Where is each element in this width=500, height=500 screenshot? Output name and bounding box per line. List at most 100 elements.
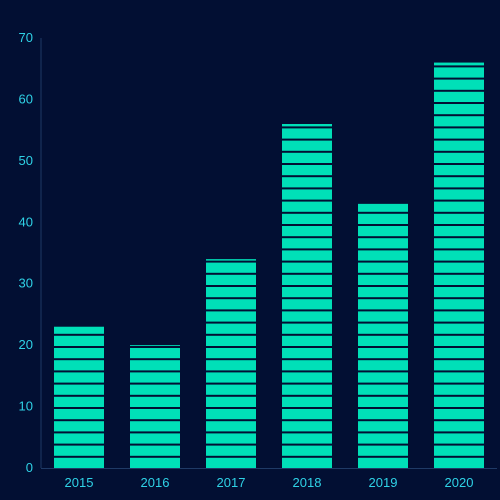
bar-segment: [358, 409, 408, 420]
bar-segment: [282, 201, 332, 212]
y-tick-label: 0: [26, 460, 33, 475]
y-tick-label: 70: [19, 30, 33, 45]
bar-segment: [206, 323, 256, 334]
bar-segment: [282, 457, 332, 468]
bar-segment: [358, 348, 408, 359]
bar-segment: [54, 396, 104, 407]
bar-segment: [282, 274, 332, 285]
bar-segment: [282, 299, 332, 310]
bar-segment: [206, 445, 256, 456]
bar-segment: [434, 201, 484, 212]
bar-segment: [54, 457, 104, 468]
bar-segment: [54, 421, 104, 432]
bars-group: [54, 62, 484, 468]
bar-segment: [282, 287, 332, 298]
bar-segment: [130, 409, 180, 420]
bar-segment: [358, 396, 408, 407]
y-tick-label: 30: [19, 276, 33, 291]
bar-segment: [54, 348, 104, 359]
bar-segment: [358, 203, 408, 212]
bar-segment: [434, 177, 484, 188]
bar-segment: [54, 384, 104, 395]
bar-segment: [206, 421, 256, 432]
bar-2018: [282, 124, 332, 468]
bar-segment: [130, 345, 180, 346]
bar-segment: [206, 372, 256, 383]
bar-segment: [130, 421, 180, 432]
bar-segment: [54, 335, 104, 346]
bar-segment: [358, 311, 408, 322]
bar-segment: [358, 433, 408, 444]
bar-segment: [130, 384, 180, 395]
x-tick-label-2017: 2017: [217, 475, 246, 490]
bar-segment: [282, 177, 332, 188]
bar-segment: [282, 433, 332, 444]
bar-segment: [434, 421, 484, 432]
bar-segment: [206, 299, 256, 310]
bar-segment: [434, 348, 484, 359]
bar-segment: [434, 457, 484, 468]
bar-segment: [130, 445, 180, 456]
bar-segment: [434, 372, 484, 383]
bar-segment: [434, 299, 484, 310]
bar-segment: [282, 409, 332, 420]
bar-segment: [282, 226, 332, 237]
bar-segment: [282, 323, 332, 334]
bar-segment: [54, 326, 104, 334]
bar-segment: [54, 433, 104, 444]
bar-segment: [358, 262, 408, 273]
bar-segment: [358, 287, 408, 298]
y-axis: 0 10 20 30 40 50 60 70: [19, 30, 42, 475]
bar-2020: [434, 62, 484, 468]
bar-segment: [358, 274, 408, 285]
bar-segment: [434, 433, 484, 444]
bar-segment: [54, 409, 104, 420]
bar-segment: [434, 311, 484, 322]
bar-segment: [54, 372, 104, 383]
y-tick-label: 10: [19, 399, 33, 414]
bar-segment: [130, 433, 180, 444]
bar-segment: [434, 323, 484, 334]
bar-segment: [130, 457, 180, 468]
bar-segment: [206, 259, 256, 261]
bar-segment: [434, 213, 484, 224]
bar-segment: [206, 274, 256, 285]
x-tick-label-2015: 2015: [65, 475, 94, 490]
bar-segment: [282, 360, 332, 371]
bar-segment: [282, 262, 332, 273]
bar-segment: [282, 238, 332, 249]
x-axis: 2015 2016 2017 2018 2019 2020: [41, 468, 497, 490]
bar-segment: [434, 396, 484, 407]
bar-segment: [434, 335, 484, 346]
bar-segment: [434, 128, 484, 139]
bar-segment: [282, 140, 332, 151]
bar-segment: [434, 250, 484, 261]
bar-segment: [358, 226, 408, 237]
bar-segment: [434, 384, 484, 395]
bar-segment: [358, 445, 408, 456]
bar-segment: [434, 91, 484, 102]
x-tick-label-2016: 2016: [141, 475, 170, 490]
bar-segment: [358, 238, 408, 249]
bar-segment: [54, 360, 104, 371]
bar-segment: [434, 445, 484, 456]
bar-segment: [434, 238, 484, 249]
bar-segment: [358, 299, 408, 310]
bar-segment: [206, 409, 256, 420]
bar-2017: [206, 259, 256, 468]
bar-segment: [434, 116, 484, 127]
bar-segment: [358, 457, 408, 468]
bar-segment: [434, 104, 484, 115]
bar-segment: [130, 396, 180, 407]
bar-segment: [358, 360, 408, 371]
bar-segment: [358, 335, 408, 346]
bar-segment: [282, 396, 332, 407]
x-tick-label-2019: 2019: [369, 475, 398, 490]
bar-segment: [282, 213, 332, 224]
bar-segment: [358, 213, 408, 224]
bar-segment: [434, 189, 484, 200]
bar-segment: [434, 152, 484, 163]
bar-segment: [130, 372, 180, 383]
